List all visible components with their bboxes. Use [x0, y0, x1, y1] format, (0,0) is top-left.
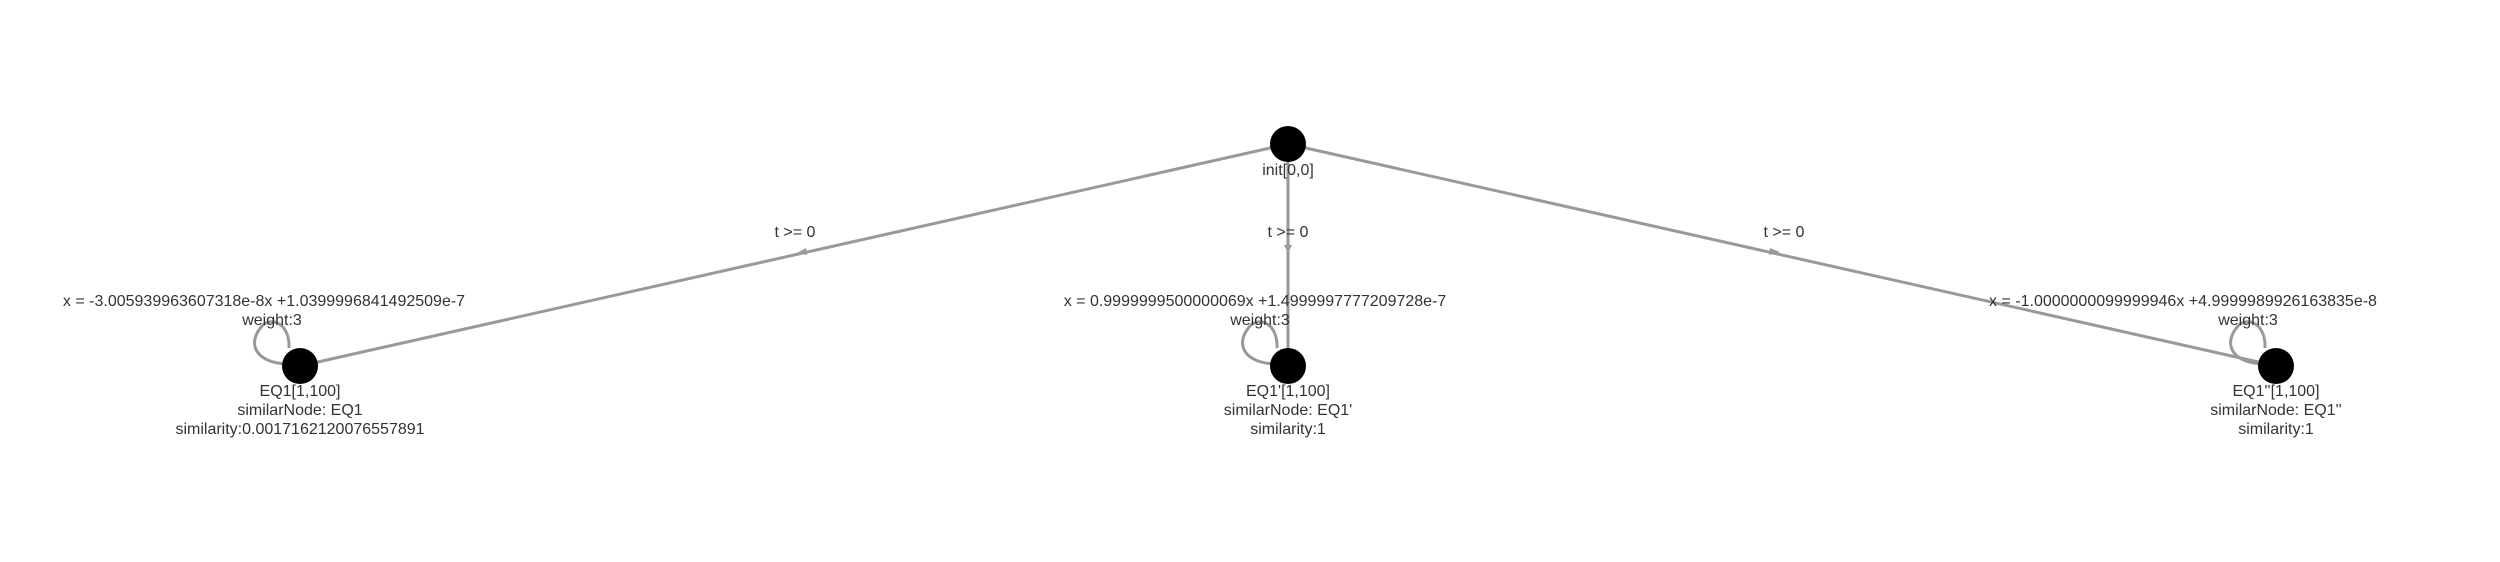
loop-equation: x = -3.005939963607318e-8x +1.0399996841… [63, 293, 465, 310]
loop-equation: x = 0.9999999500000069x +1.4999997777209… [1064, 293, 1447, 310]
self-loop-eq1p: x = 0.9999999500000069x +1.4999997777209… [1064, 293, 1447, 368]
edge-arrow-icon [1284, 245, 1292, 253]
node-circle[interactable] [1270, 126, 1306, 162]
edge-init-eq1: t >= 0 [299, 142, 1289, 368]
node-init[interactable]: init[0,0] [1262, 126, 1314, 179]
node-similarity: similarity:0.0017162120076557891 [175, 421, 424, 438]
edge-label: t >= 0 [775, 224, 816, 241]
self-loop-eq1: x = -3.005939963607318e-8x +1.0399996841… [63, 293, 465, 368]
edge-init-eq1p: t >= 0 [1268, 144, 1309, 366]
node-circle[interactable] [1270, 348, 1306, 384]
node-similar-node: similarNode: EQ1' [1224, 402, 1352, 419]
loop-weight: weight:3 [1229, 312, 1290, 329]
node-label: EQ1'[1,100] [1246, 383, 1330, 400]
node-label: EQ1[1,100] [260, 383, 341, 400]
edge-label: t >= 0 [1764, 224, 1805, 241]
node-similarity: similarity:1 [1250, 421, 1326, 438]
node-circle[interactable] [2258, 348, 2294, 384]
node-similar-node: similarNode: EQ1 [237, 402, 362, 419]
loop-weight: weight:3 [241, 312, 302, 329]
node-label: init[0,0] [1262, 162, 1314, 179]
node-circle[interactable] [282, 348, 318, 384]
self-loop-eq1pp: x = -1.0000000099999946x +4.999998992616… [1989, 293, 2377, 368]
edge-arrow-icon [1769, 248, 1780, 255]
node-eq1pp[interactable]: EQ1''[1,100] similarNode: EQ1'' similari… [2210, 348, 2342, 438]
edge-init-eq1pp: t >= 0 [1287, 142, 2277, 368]
node-similar-node: similarNode: EQ1'' [2210, 402, 2341, 419]
edge-arrow-icon [797, 248, 807, 255]
loop-weight: weight:3 [2217, 312, 2278, 329]
edge-label: t >= 0 [1268, 224, 1309, 241]
node-eq1[interactable]: EQ1[1,100] similarNode: EQ1 similarity:0… [175, 348, 425, 438]
node-label: EQ1''[1,100] [2232, 383, 2319, 400]
node-similarity: similarity:1 [2238, 421, 2314, 438]
loop-equation: x = -1.0000000099999946x +4.999998992616… [1989, 293, 2377, 310]
node-eq1p[interactable]: EQ1'[1,100] similarNode: EQ1' similarity… [1224, 348, 1352, 438]
